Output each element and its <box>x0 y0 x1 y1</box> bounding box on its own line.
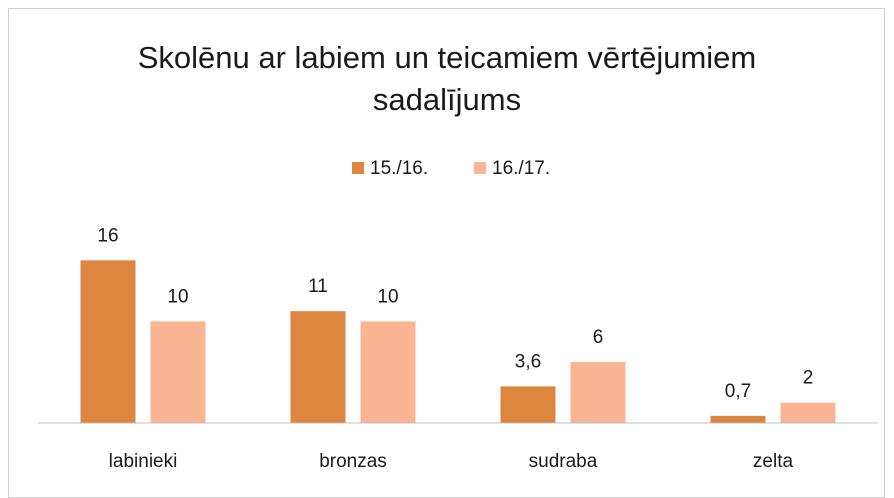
x-tick-label: zelta <box>753 451 794 472</box>
bar <box>710 415 766 423</box>
data-label: 11 <box>308 276 328 297</box>
bar <box>150 321 206 423</box>
legend-label: 15./16. <box>370 158 428 179</box>
data-label: 0,7 <box>725 381 751 402</box>
bar <box>500 386 556 423</box>
bar <box>290 311 346 423</box>
data-label: 6 <box>593 327 604 348</box>
legend-label: 16./17. <box>492 158 550 179</box>
legend-swatch <box>474 162 486 174</box>
x-tick-label: sudraba <box>529 451 598 472</box>
legend-swatch <box>352 162 364 174</box>
page: {"chart_data": {"type": "bar", "title": … <box>8 8 885 498</box>
bar <box>360 321 416 423</box>
bar <box>780 402 836 423</box>
bar <box>570 362 626 423</box>
bar <box>80 260 136 423</box>
x-tick-label: labinieki <box>109 451 178 472</box>
data-label: 10 <box>377 286 398 307</box>
chart: 15./16. 16./17. labinieki 16 10 bronzas 11 10 su… <box>38 158 878 472</box>
data-label: 3,6 <box>515 351 541 372</box>
x-tick-label: bronzas <box>319 451 387 472</box>
chart-title: Skolēnu ar labiem un teicamiem vērtējumi… <box>137 40 757 117</box>
data-label: 10 <box>167 286 188 307</box>
data-label: 2 <box>803 368 814 389</box>
data-label: 16 <box>97 225 118 246</box>
